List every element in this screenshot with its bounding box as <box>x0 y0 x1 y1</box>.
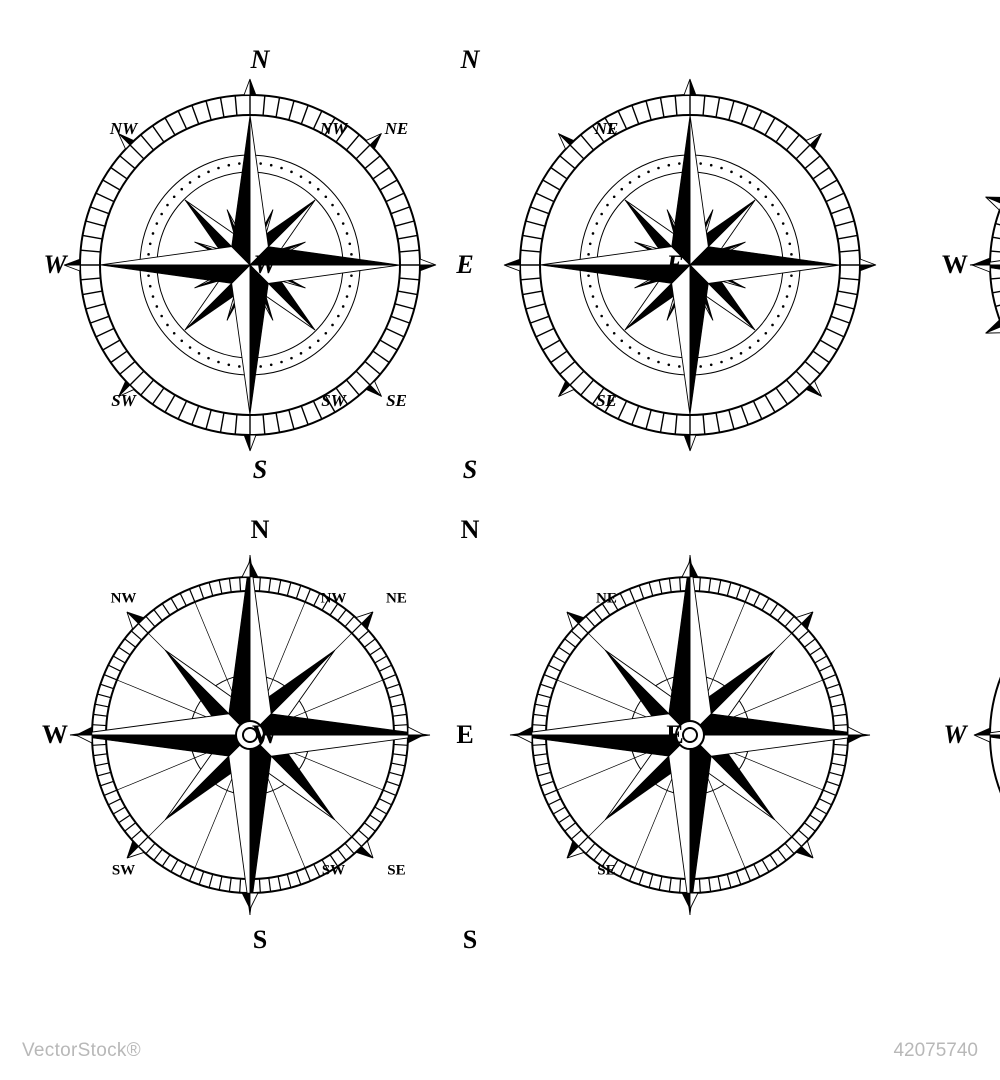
compass-bl-icon <box>470 515 910 955</box>
direction-label-se: SE <box>386 391 407 411</box>
direction-label-sw: SW <box>111 391 136 411</box>
direction-label-w: W <box>942 250 968 280</box>
direction-label-nw: NW <box>321 590 347 607</box>
compass-tl-icon <box>30 45 470 485</box>
direction-label-se: SE <box>596 391 617 411</box>
direction-label-s: S <box>463 455 477 485</box>
direction-label-n: N <box>251 515 270 545</box>
direction-label-w: W <box>943 720 966 750</box>
direction-label-sw: SW <box>321 391 346 411</box>
compass-tl-icon <box>470 45 910 485</box>
direction-label-nw: NW <box>110 119 137 139</box>
direction-label-n: N <box>251 45 270 75</box>
direction-label-w: W <box>253 250 276 280</box>
direction-label-s: S <box>463 925 477 955</box>
image-id-text: 42075740 <box>893 1040 978 1062</box>
direction-label-e: E <box>666 720 683 750</box>
watermark-text: VectorStock® <box>22 1040 141 1062</box>
direction-label-se: SE <box>387 863 405 880</box>
direction-label-w: W <box>252 720 278 750</box>
direction-label-ne: NE <box>596 590 617 607</box>
cell-bottom-right: NNEESESSWWNWNNEESESSWWNW <box>930 510 1000 960</box>
direction-label-s: S <box>253 925 267 955</box>
cell-top-left: N NE E SE S SW W NW N NE E SE S SW W NW <box>30 40 910 490</box>
direction-label-e: E <box>456 720 473 750</box>
direction-label-sw: SW <box>112 863 135 880</box>
direction-label-se: SE <box>597 863 615 880</box>
direction-label-nw: NW <box>111 590 137 607</box>
direction-label-n: N <box>461 515 480 545</box>
direction-label-ne: NE <box>386 590 407 607</box>
direction-label-w: W <box>42 720 68 750</box>
direction-label-ne: NE <box>385 119 409 139</box>
compass-bl-icon <box>30 515 470 955</box>
direction-label-e: E <box>666 250 683 280</box>
cell-bottom-left: N NE E SE S SW W NW N NE E SE S SW W NW <box>30 510 910 960</box>
direction-label-ne: NE <box>595 119 619 139</box>
direction-label-n: N <box>461 45 480 75</box>
compass-grid: NNEESESSWWNWNNEESESSWWNW NNEESESSWWNWNNE… <box>0 0 1000 1000</box>
direction-label-s: S <box>253 455 267 485</box>
direction-label-nw: NW <box>320 119 347 139</box>
direction-label-sw: SW <box>322 863 345 880</box>
cell-top-right: NNEESESSWWNWNNEESESSWWNW <box>930 40 1000 490</box>
direction-label-e: E <box>456 250 473 280</box>
direction-label-w: W <box>43 250 66 280</box>
